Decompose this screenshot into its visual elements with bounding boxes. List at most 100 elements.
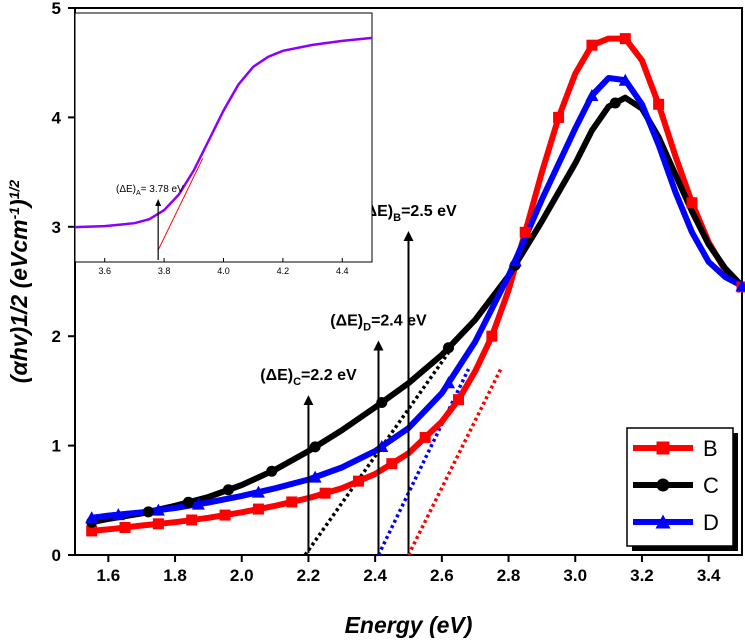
marker-c [222, 484, 234, 496]
bandgap-annotations: (ΔE)C=2.2 eV(ΔE)D=2.4 eV(ΔE)B=2.5 eV [260, 203, 457, 553]
tangent-line-d [376, 368, 471, 556]
inset-x-tick-label: 3.8 [158, 266, 171, 276]
x-tick-label: 1.6 [97, 566, 121, 585]
legend-marker-c [656, 478, 670, 492]
x-axis-title: Energy (eV) [345, 612, 473, 638]
y-tick-label: 4 [52, 108, 62, 127]
x-tick-label: 2.0 [230, 566, 254, 585]
marker-b [86, 525, 98, 537]
marker-c [609, 97, 621, 109]
y-tick-label: 3 [52, 218, 61, 237]
marker-c [142, 506, 154, 518]
series-line-d [88, 75, 745, 521]
marker-b [486, 330, 498, 342]
y-axis-title-close: ) [6, 199, 32, 210]
annotation-label-d: (ΔE)D=2.4 eV [330, 312, 427, 333]
y-axis-ticks: 0 1 2 3 4 5 [52, 0, 75, 565]
tangent-line-b [406, 366, 504, 556]
marker-b [352, 475, 364, 487]
marker-d [151, 503, 165, 516]
inset-curve [74, 36, 373, 229]
annotation-pre: (ΔE) [260, 367, 293, 384]
marker-b [252, 503, 264, 515]
annotation-sub: D [363, 321, 371, 333]
y-axis-title-main: (αhv)1/2 (eVcm [6, 219, 32, 383]
marker-b [119, 522, 131, 534]
marker-d [308, 470, 322, 483]
legend: BCD [626, 427, 738, 551]
inset-arrow-head [155, 199, 162, 206]
marker-d [251, 485, 265, 498]
marker-b [319, 487, 331, 499]
marker-d [508, 254, 522, 267]
inset-x-tick-label: 3.6 [98, 266, 111, 276]
series-markers [85, 33, 745, 537]
annotation-post: =2.2 eV [301, 367, 357, 384]
tangent-lines [303, 351, 504, 557]
marker-b [286, 496, 298, 508]
legend-label-d: D [703, 510, 719, 535]
x-tick-label: 2.6 [430, 566, 454, 585]
x-tick-label: 3.2 [630, 566, 654, 585]
series-line-c [88, 94, 745, 526]
legend-label-c: C [703, 473, 719, 498]
marker-b [152, 518, 164, 530]
y-tick-label: 0 [52, 546, 61, 565]
x-tick-label: 3.4 [697, 566, 721, 585]
legend-marker-b [656, 441, 670, 455]
marker-b [453, 394, 465, 406]
inset-x-tick-label: 4.0 [217, 266, 230, 276]
annotation-label-b: (ΔE)B=2.5 eV [360, 203, 457, 224]
inset-annotation-post: = 3.78 eV [141, 184, 184, 195]
annotation-pre: (ΔE) [330, 312, 363, 329]
series-lines [88, 35, 745, 534]
inset-x-tick-label: 4.2 [277, 266, 290, 276]
marker-d [618, 73, 632, 86]
tangent-line-c [303, 351, 450, 557]
legend-label-b: B [703, 436, 718, 461]
annotation-sub: B [393, 212, 401, 224]
marker-c [309, 441, 321, 453]
legend-marker-d [655, 514, 671, 529]
inset-tangent-line [157, 158, 204, 251]
y-axis-title-sup1: -1 [6, 207, 22, 220]
marker-d [442, 376, 456, 389]
marker-b [553, 111, 565, 123]
marker-b [686, 197, 698, 209]
inset-x-axis-ticks: 3.6 3.8 4.0 4.2 4.4 [98, 258, 349, 276]
annotation-label-c: (ΔE)C=2.2 eV [260, 367, 357, 388]
marker-d [85, 511, 99, 524]
x-axis-ticks: 1.6 1.8 2.0 2.2 2.4 2.6 2.8 3.0 3.2 3.4 [97, 555, 721, 585]
marker-b [219, 509, 231, 521]
x-tick-label: 1.8 [163, 566, 187, 585]
inset-annotation-pre: (ΔE) [116, 184, 136, 195]
marker-d [191, 497, 205, 510]
marker-b [419, 431, 431, 443]
marker-c [266, 465, 278, 477]
x-tick-label: 2.2 [297, 566, 321, 585]
series-line-b [88, 35, 745, 534]
x-tick-label: 3.0 [563, 566, 587, 585]
y-tick-label: 1 [52, 437, 61, 456]
marker-b [586, 39, 598, 51]
marker-d [735, 279, 745, 292]
y-axis-title: (αhv)1/2 (eVcm-1)1/2 [6, 180, 32, 384]
y-tick-label: 2 [52, 327, 61, 346]
y-tick-label: 5 [52, 0, 61, 18]
marker-b [619, 33, 631, 45]
marker-b [653, 98, 665, 110]
main-plot-area: 1.6 1.8 2.0 2.2 2.4 2.6 2.8 3.0 3.2 3.4 0 1 2 3 4 5 (Δ… [52, 0, 745, 585]
annotation-sub: C [293, 376, 301, 388]
inset-plot: 3.6 3.8 4.0 4.2 4.4 (ΔE)A= 3.78 eV [74, 12, 373, 276]
inset-x-tick-label: 4.4 [336, 266, 349, 276]
marker-c [443, 342, 455, 354]
marker-c [182, 496, 194, 508]
marker-d [111, 508, 125, 521]
y-axis-title-sup2: 1/2 [6, 180, 22, 200]
marker-b [519, 226, 531, 238]
inset-annotation-sub: A [136, 190, 141, 197]
marker-d [585, 89, 599, 102]
inset-annotation-label: (ΔE)A= 3.78 eV [116, 184, 184, 197]
annotation-post: =2.5 eV [401, 203, 457, 220]
